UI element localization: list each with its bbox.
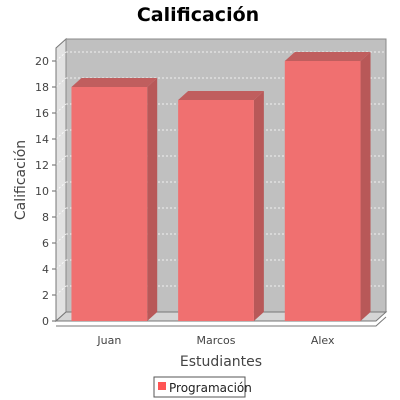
bar-front bbox=[178, 100, 254, 321]
y-tick-label: 20 bbox=[35, 55, 49, 68]
y-axis-title: Calificación bbox=[13, 140, 29, 220]
y-tick-label: 6 bbox=[42, 237, 49, 250]
bar-alex bbox=[284, 52, 371, 321]
y-tick-label: 8 bbox=[42, 211, 49, 224]
bar-juan bbox=[71, 78, 158, 321]
chart-title: Calificación bbox=[137, 4, 259, 26]
bar-top bbox=[71, 78, 158, 87]
legend-swatch-programacion bbox=[158, 382, 166, 390]
bar-front bbox=[71, 87, 148, 321]
bar-side bbox=[147, 78, 158, 321]
bar-top bbox=[284, 52, 371, 61]
x-tick-label: Marcos bbox=[196, 334, 235, 347]
bar-top bbox=[178, 91, 264, 100]
legend-label-programacion: Programación bbox=[169, 381, 252, 395]
left-wall bbox=[55, 37, 67, 323]
x-axis-title: Estudiantes bbox=[180, 354, 262, 370]
bar-side bbox=[360, 52, 371, 321]
x-axis-line bbox=[56, 316, 387, 327]
y-tick-label: 16 bbox=[35, 107, 49, 120]
y-tick-label: 0 bbox=[42, 315, 49, 328]
y-tick-label: 4 bbox=[42, 263, 49, 276]
y-tick-label: 14 bbox=[35, 133, 49, 146]
y-axis-ticks: 0 2 4 6 8 10 12 14 16 18 20 bbox=[35, 48, 57, 328]
bar-marcos bbox=[178, 91, 264, 321]
bars bbox=[71, 52, 371, 321]
x-tick-label: Juan bbox=[96, 334, 121, 347]
y-tick-label: 12 bbox=[35, 159, 49, 172]
y-tick-label: 18 bbox=[35, 81, 49, 94]
bar-front bbox=[284, 61, 361, 321]
legend: Programación bbox=[153, 376, 252, 398]
y-tick-label: 10 bbox=[35, 185, 49, 198]
legend-box bbox=[153, 376, 246, 398]
y-tick-label: 2 bbox=[42, 289, 49, 302]
x-axis-ticks: Juan Marcos Alex bbox=[56, 316, 387, 347]
bar-side bbox=[253, 91, 264, 321]
x-tick-label: Alex bbox=[311, 334, 335, 347]
